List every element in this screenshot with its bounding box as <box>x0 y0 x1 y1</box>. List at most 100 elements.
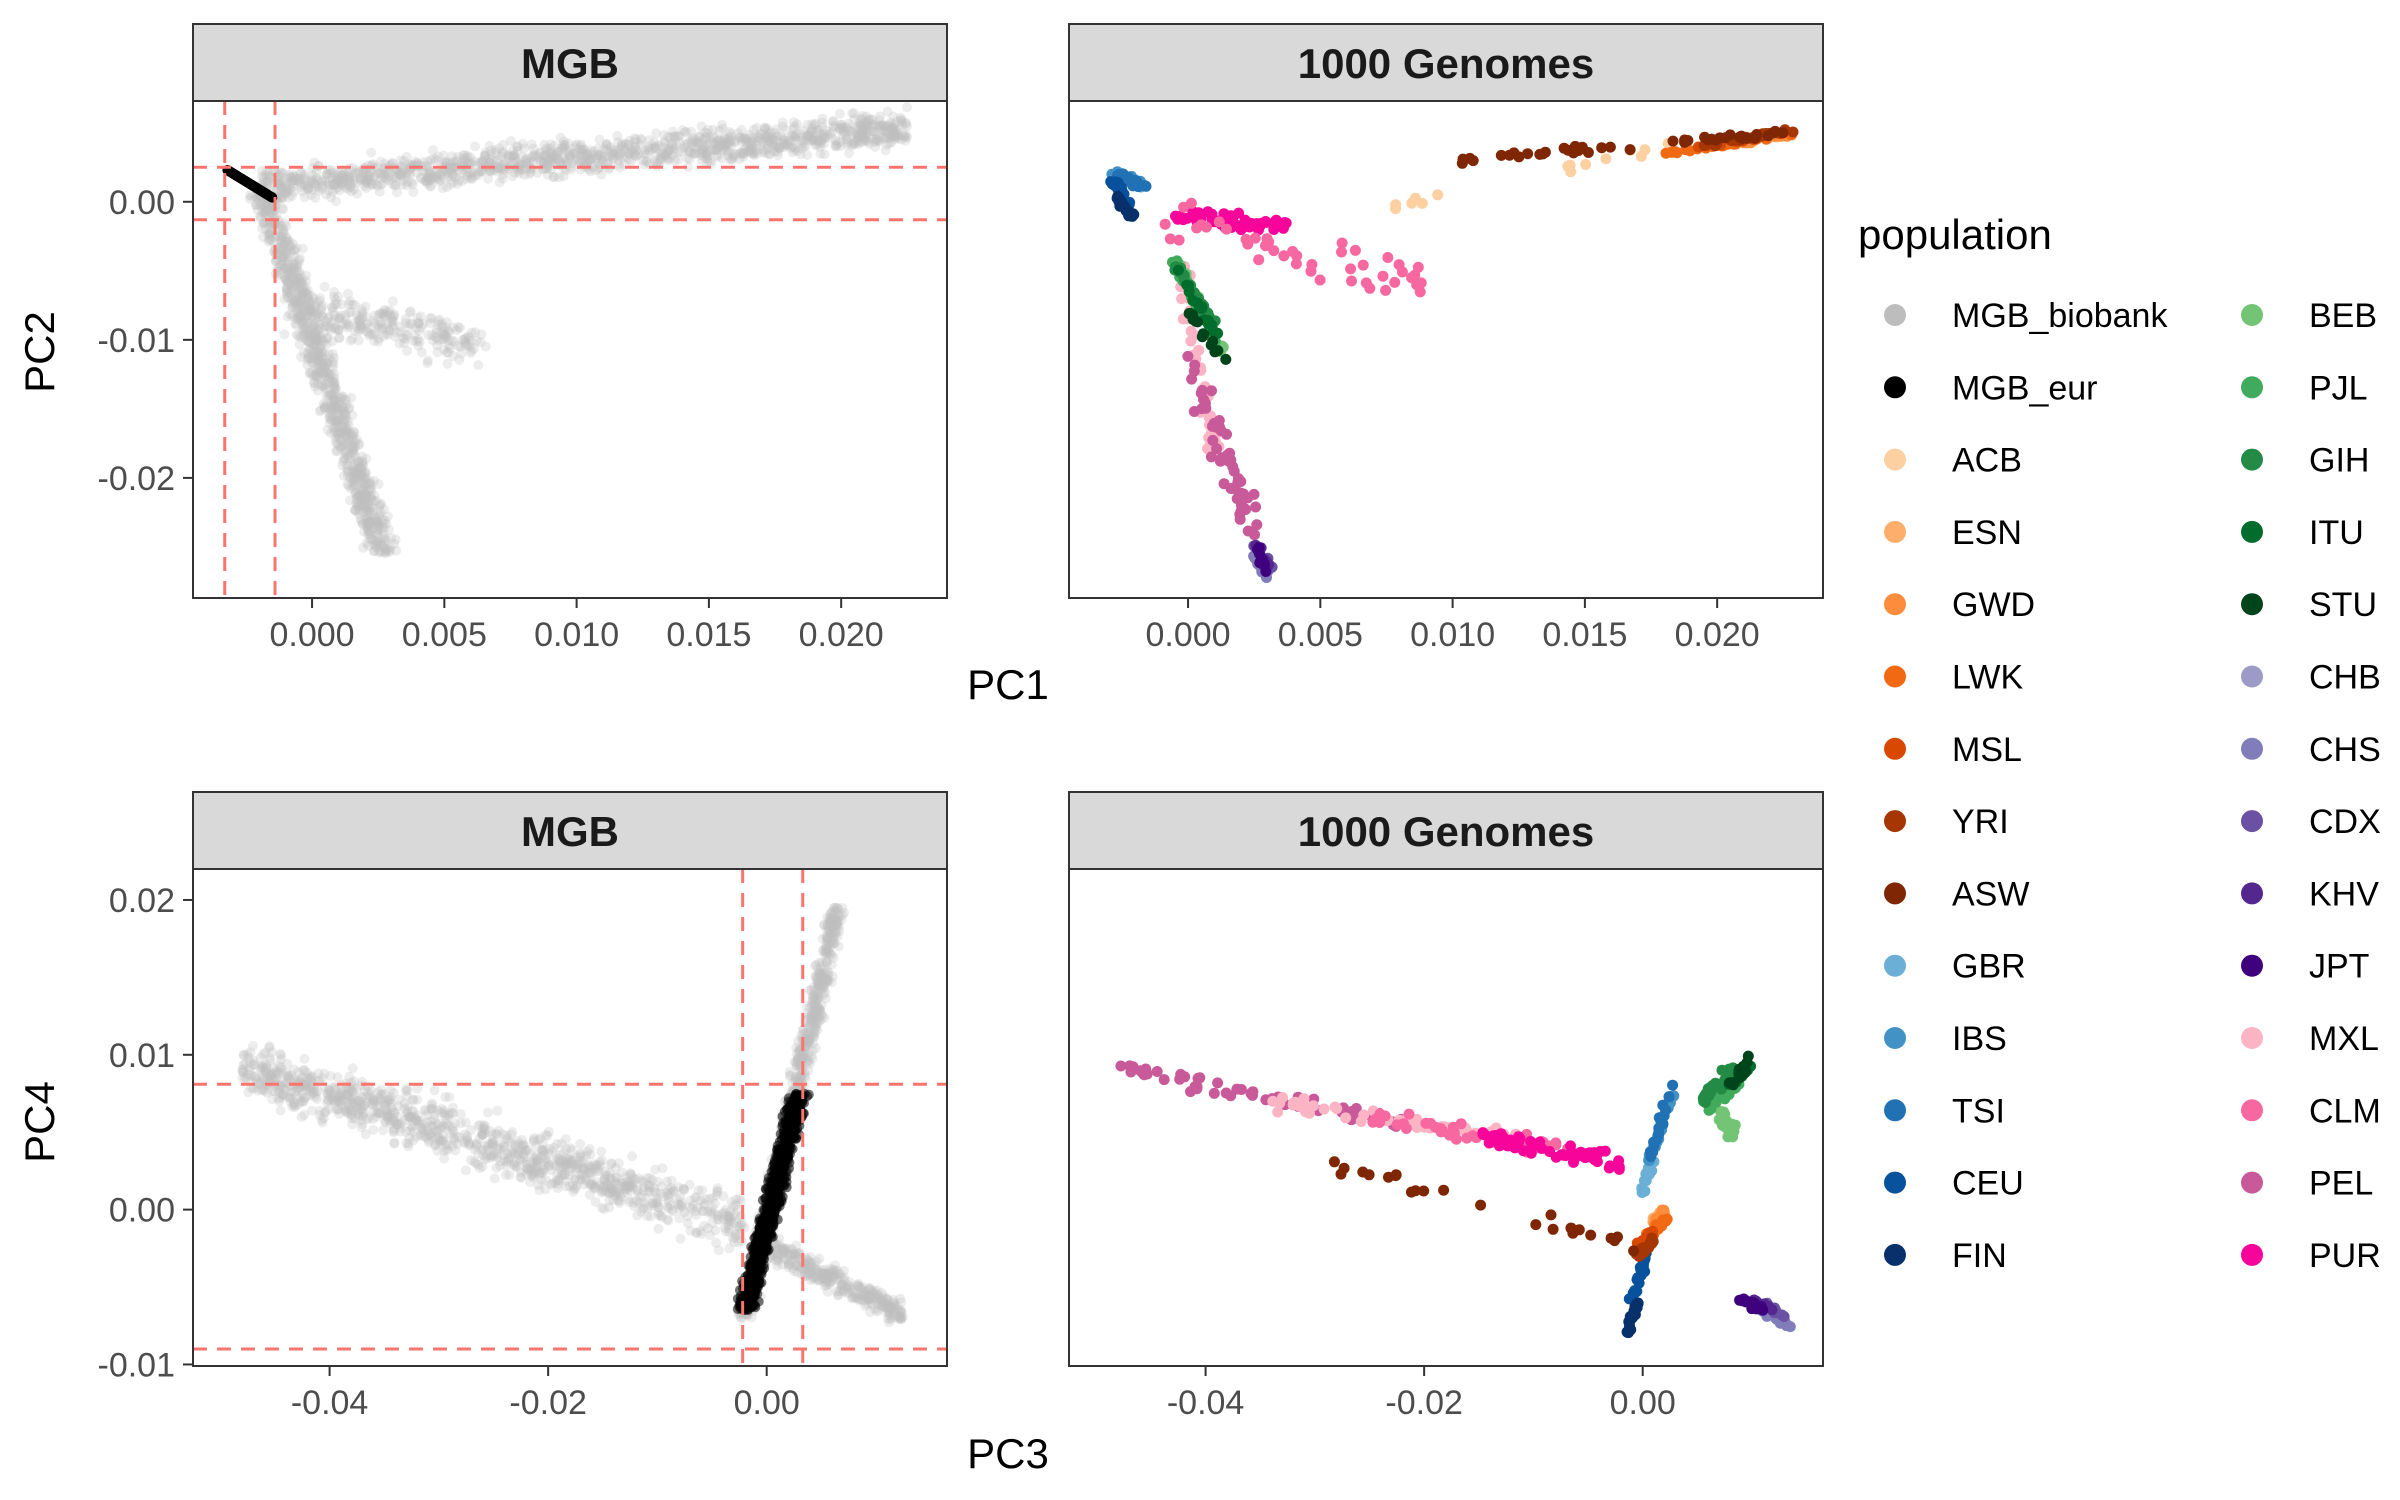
data-point-mgb_biobank <box>283 276 294 287</box>
data-point-mgb_biobank <box>275 167 285 178</box>
y-axis-pc2: 0.00-0.01-0.02 <box>98 184 193 498</box>
data-point-mgb_biobank <box>721 141 732 152</box>
data-point-asw <box>1596 142 1608 154</box>
data-point-mgb_biobank <box>519 143 530 154</box>
data-point-mgb_biobank <box>333 176 344 187</box>
data-point-mgb_biobank <box>864 114 874 124</box>
data-point-mgb_biobank <box>829 122 840 133</box>
data-point-mgb_biobank <box>675 1233 686 1244</box>
data-point-mgb_biobank <box>734 154 745 165</box>
data-point-mgb_biobank <box>712 1185 723 1196</box>
data-point-mgb_biobank <box>789 121 800 132</box>
data-point-mgb_biobank <box>877 126 888 136</box>
data-point-mgb_biobank <box>885 133 896 144</box>
data-point-mgb_biobank <box>737 148 748 159</box>
data-point-mgb_biobank <box>653 1223 664 1234</box>
data-point-mgb_biobank <box>584 155 595 166</box>
data-point-mgb_biobank <box>659 136 670 147</box>
data-point-mgb_biobank <box>509 167 520 178</box>
data-point-mgb_biobank <box>507 171 518 182</box>
data-point-clm <box>1412 261 1424 273</box>
data-point-mgb_biobank <box>629 147 640 158</box>
data-point-mgb_biobank <box>597 154 608 165</box>
data-point-mgb_biobank <box>546 157 557 168</box>
data-point-stu <box>1190 315 1202 327</box>
data-point-mgb_biobank <box>492 1105 503 1116</box>
data-point-pel <box>1231 493 1243 505</box>
data-point-mgb_biobank <box>771 132 782 143</box>
data-point-mgb_biobank <box>479 151 490 162</box>
data-point-mgb_biobank <box>305 177 316 188</box>
data-point-mgb_biobank <box>576 139 587 150</box>
data-point-mgb_biobank <box>521 153 532 164</box>
data-point-mgb_biobank <box>303 285 313 296</box>
data-point-mgb_biobank <box>730 137 741 148</box>
data-point-mgb_biobank <box>698 145 709 156</box>
data-point-mgb_biobank <box>565 151 576 162</box>
data-point-mgb_biobank <box>748 147 759 158</box>
data-point-mgb_biobank <box>826 133 837 144</box>
data-point-mgb_biobank <box>835 141 846 151</box>
data-point-clm <box>1240 233 1252 245</box>
data-point-mgb_biobank <box>642 157 653 168</box>
data-point-mgb_biobank <box>432 1145 443 1156</box>
data-point-mgb_biobank <box>331 175 342 185</box>
data-point-mgb_biobank <box>887 125 898 136</box>
data-point-mgb_biobank <box>747 136 758 147</box>
data-point-mgb_biobank <box>593 150 604 161</box>
data-point-mgb_biobank <box>538 1147 549 1158</box>
data-point-mgb_biobank <box>630 137 641 148</box>
data-point-mgb_eur <box>249 181 260 192</box>
data-point-mgb_biobank <box>418 157 429 168</box>
data-point-mgb_biobank <box>498 139 509 150</box>
data-point-mgb_biobank <box>436 169 447 180</box>
data-point-mgb_biobank <box>378 312 389 322</box>
data-point-mgb_biobank <box>742 141 753 152</box>
data-point-mgb_biobank <box>296 302 307 313</box>
data-point-pel <box>1248 488 1260 500</box>
data-point-mgb_biobank <box>291 174 302 184</box>
data-point-mgb_biobank <box>408 187 419 198</box>
data-point-mgb_biobank <box>570 143 581 154</box>
data-point-mgb_biobank <box>413 317 424 328</box>
data-point-clm <box>1364 282 1376 294</box>
data-point-mgb_biobank <box>420 175 431 186</box>
data-point-mgb_biobank <box>608 152 619 163</box>
data-point-mgb_biobank <box>871 134 882 145</box>
data-point-mgb_biobank <box>508 156 518 167</box>
data-point-jpt <box>1252 544 1263 556</box>
data-point-mgb_biobank <box>345 182 356 193</box>
data-point-mgb_biobank <box>835 122 846 133</box>
data-point-pel <box>1228 465 1240 477</box>
data-point-mgb_biobank <box>806 135 817 146</box>
data-point-mgb_biobank <box>344 174 354 185</box>
data-point-mgb_biobank <box>662 153 673 164</box>
data-point-mgb_biobank <box>810 134 821 145</box>
data-point-mgb_biobank <box>387 296 398 307</box>
data-point-mgb_biobank <box>570 148 581 159</box>
data-point-mgb_biobank <box>532 151 543 162</box>
data-point-mgb_biobank <box>279 329 290 340</box>
data-point-mgb_biobank <box>340 415 351 425</box>
data-point-mgb_biobank <box>861 118 871 129</box>
data-point-mgb_biobank <box>495 1156 506 1167</box>
data-point-mgb_biobank <box>674 131 685 142</box>
data-point-asw <box>1667 135 1679 147</box>
data-point-mgb_biobank <box>470 141 480 152</box>
data-point-mgb_biobank <box>701 132 711 143</box>
data-point-mgb_biobank <box>679 127 690 137</box>
data-point-mgb_biobank <box>298 1096 309 1107</box>
data-point-mgb_biobank <box>723 132 734 143</box>
data-point-mgb_biobank <box>638 155 649 166</box>
data-point-mgb_biobank <box>332 182 343 193</box>
data-point-mgb_biobank <box>785 142 796 153</box>
data-point-mgb_biobank <box>900 135 911 146</box>
data-point-acb <box>1406 197 1418 209</box>
data-point-mgb_biobank <box>707 131 718 142</box>
data-point-mgb_biobank <box>429 1085 440 1096</box>
data-point-mgb_biobank <box>597 156 608 167</box>
data-point-mgb_biobank <box>669 130 680 141</box>
data-point-mgb_biobank <box>319 281 330 292</box>
panel-mgb-pc3-pc4: MGB <box>192 791 948 1367</box>
